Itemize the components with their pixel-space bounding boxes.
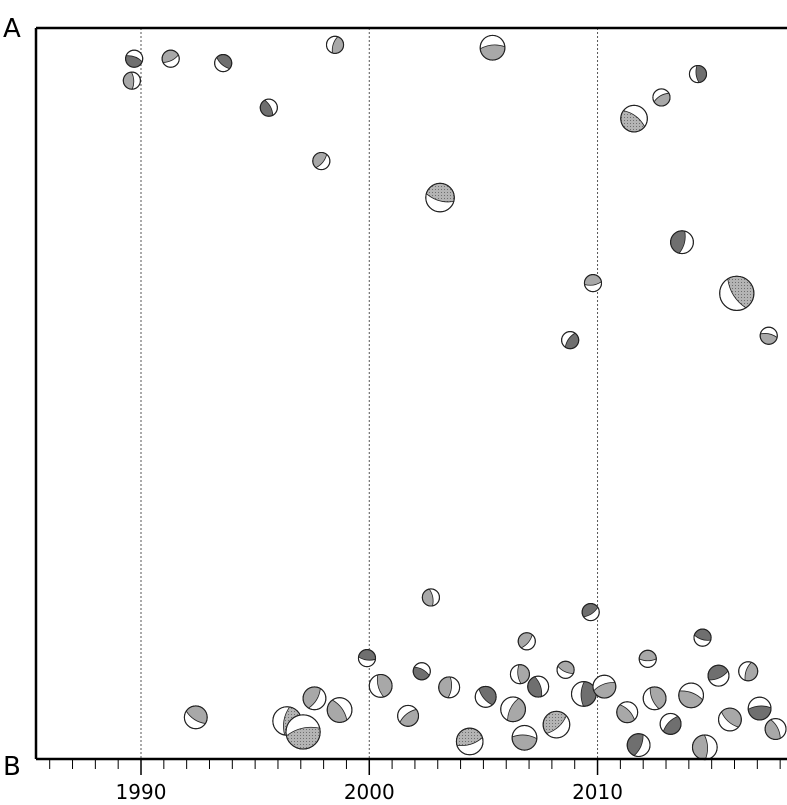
beachball-mark <box>626 733 651 758</box>
beachball-mark <box>479 34 506 61</box>
beachball-mark <box>312 151 331 171</box>
beachball-mark <box>759 326 778 345</box>
beachball-mark <box>691 734 718 761</box>
beachball-mark <box>527 675 550 698</box>
beachball-mark <box>397 704 420 727</box>
beachball-mark <box>438 676 461 699</box>
beachball-mark <box>474 685 497 708</box>
beachball-mark <box>719 275 755 312</box>
beachball-mark <box>412 662 431 681</box>
beachball-mark <box>556 660 575 679</box>
beachball-mark <box>368 673 393 698</box>
gridlines <box>140 28 599 759</box>
beachball-mark <box>509 664 530 685</box>
beachball-mark <box>326 697 353 723</box>
beachball-mark <box>764 718 787 741</box>
beachball-mark <box>214 53 233 73</box>
beachball-mark <box>688 64 708 84</box>
beachball-mark <box>183 705 208 730</box>
beachball-mark <box>302 686 327 711</box>
beachball-mark <box>693 628 712 647</box>
axes <box>34 26 787 761</box>
beachball-mark <box>517 632 536 651</box>
x-tick-label-2000: 2000 <box>344 780 395 804</box>
beachball-mark <box>659 712 682 735</box>
beachball-mark <box>581 602 600 622</box>
beachball-marks <box>122 34 787 761</box>
beachball-mark <box>122 71 141 90</box>
x-ticks <box>49 759 781 775</box>
beachball-mark <box>638 649 657 668</box>
beachball-mark <box>511 724 538 751</box>
beachball-mark <box>707 664 730 687</box>
beachball-mark <box>542 710 571 739</box>
beachball-mark <box>455 727 484 756</box>
beachball-mark <box>652 88 671 107</box>
beachball-mark <box>357 649 377 668</box>
beachball-mark <box>125 49 144 68</box>
beachball-mark <box>583 274 603 293</box>
beachball-mark <box>425 182 455 213</box>
x-tick-label-1990: 1990 <box>116 780 167 804</box>
beachball-mark <box>161 49 180 68</box>
beachball-mark <box>259 98 278 117</box>
beachball-mark <box>670 230 694 255</box>
beachball-mark <box>620 104 648 133</box>
beachball-mark <box>642 686 667 711</box>
beachball-mark <box>592 674 617 699</box>
beachball-mark <box>678 682 705 709</box>
beachball-mark <box>561 331 580 350</box>
x-tick-labels: 1990 2000 2010 <box>116 780 623 804</box>
beachball-mark <box>421 588 441 607</box>
beachball-mark <box>616 701 639 724</box>
beachball-mark <box>285 714 321 750</box>
beachball-mark <box>570 681 597 707</box>
beachball-mark <box>747 696 772 721</box>
label-b: B <box>3 752 21 782</box>
label-a: A <box>3 14 21 44</box>
x-tick-label-2010: 2010 <box>572 780 623 804</box>
beachball-mark <box>717 707 742 732</box>
beachball-mark <box>325 35 345 54</box>
beachball-mark <box>500 696 526 723</box>
beachball-mark <box>738 661 759 682</box>
